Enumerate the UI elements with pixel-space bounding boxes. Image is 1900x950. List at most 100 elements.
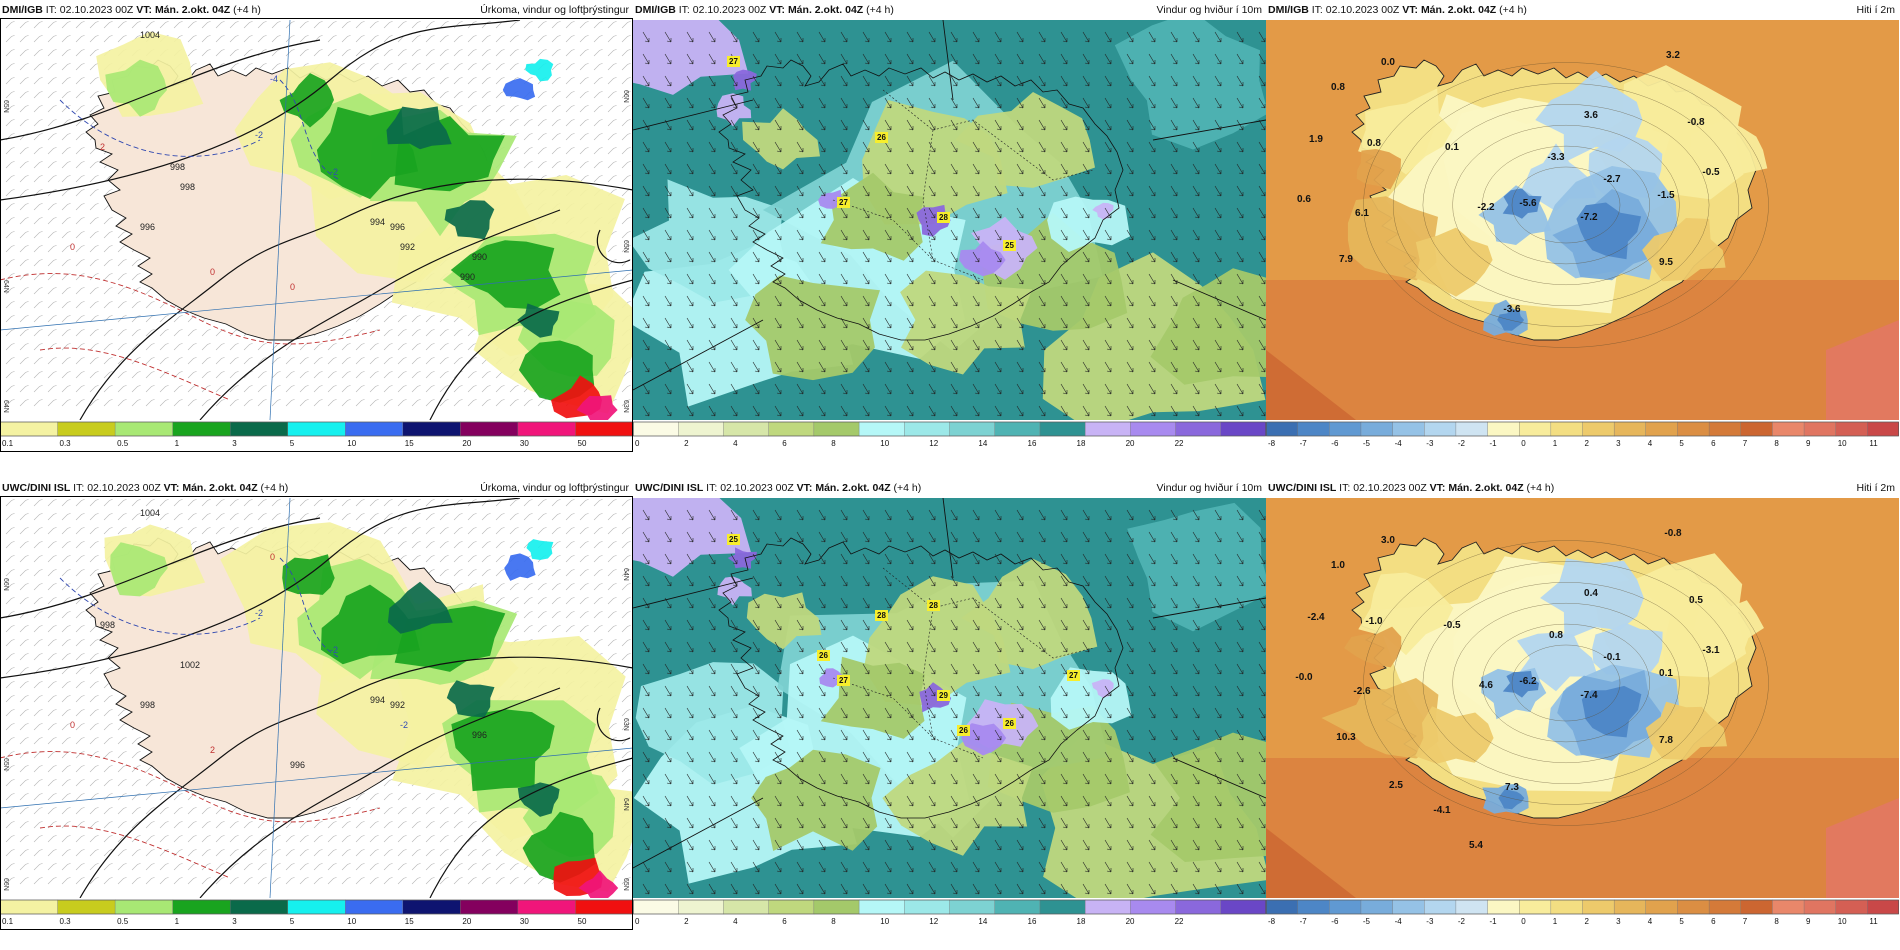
isobar-label: 998 bbox=[100, 620, 115, 630]
legend-swatch bbox=[1130, 899, 1177, 915]
it-label: IT: bbox=[1339, 482, 1351, 494]
model-name: UWC/DINI ISL bbox=[635, 482, 704, 494]
field-blob bbox=[444, 200, 495, 240]
field-blob bbox=[1540, 558, 1644, 641]
map-canvas: 25 28 27 29 26 28 26 27 26 bbox=[633, 498, 1266, 898]
temperature-label: 1.9 bbox=[1309, 134, 1323, 145]
panel-title: Vindur og hviður í 10m bbox=[1156, 4, 1262, 16]
isobar-label: 996 bbox=[472, 730, 487, 740]
temperature-label: 0.8 bbox=[1549, 630, 1563, 641]
legend-tick-label: 2 bbox=[1585, 917, 1590, 926]
gust-marker bbox=[837, 675, 850, 686]
legend-swatch bbox=[633, 421, 679, 437]
legend-tick-label: 20 bbox=[1126, 439, 1135, 448]
field-blob bbox=[502, 78, 536, 101]
legend-swatch bbox=[813, 421, 860, 437]
legend-tick-label: 0 bbox=[635, 917, 640, 926]
gust-marker bbox=[957, 725, 970, 736]
legend-tick-label: 22 bbox=[1175, 917, 1184, 926]
field-blob bbox=[1092, 202, 1114, 220]
legend-tick-label: 6 bbox=[782, 439, 787, 448]
isobar-label: 0 bbox=[70, 242, 75, 252]
legend-tick-label: 10 bbox=[880, 439, 889, 448]
isobar-label: -2 bbox=[330, 645, 338, 655]
gust-marker bbox=[937, 212, 950, 223]
legend-swatch bbox=[768, 421, 815, 437]
legend-swatch bbox=[1487, 899, 1520, 915]
legend-swatch bbox=[1708, 899, 1742, 915]
legend-tick-label: 14 bbox=[978, 439, 987, 448]
it-label: IT: bbox=[73, 482, 85, 494]
isobar-label: 992 bbox=[400, 242, 415, 252]
legend-swatch bbox=[1455, 899, 1489, 915]
legend-tick-label: 20 bbox=[462, 917, 471, 926]
lead-time: (+4 h) bbox=[1526, 482, 1555, 494]
legend-swatch bbox=[1220, 421, 1266, 437]
map-canvas: 0.0 3.2 0.8 3.6 -0.8 1.9 0.8 0.1 -3.3 -2.7 -0.5 0.6… bbox=[1266, 20, 1899, 420]
legend-tick-label: -3 bbox=[1426, 439, 1434, 448]
legend-tick-label: -8 bbox=[1268, 439, 1276, 448]
legend-swatch bbox=[229, 421, 289, 437]
field-blob bbox=[742, 108, 820, 170]
gust-label: 29 bbox=[939, 691, 948, 700]
legend-swatch bbox=[1360, 899, 1394, 915]
legend-tick-label: 6 bbox=[1711, 439, 1716, 448]
latitude-label: 66N bbox=[2, 878, 9, 891]
legend-swatch bbox=[1039, 421, 1086, 437]
latitude-label: 66N bbox=[2, 578, 9, 591]
legend-swatch bbox=[1740, 899, 1774, 915]
legend-swatch bbox=[287, 421, 346, 437]
isobar-label: 998 bbox=[170, 162, 185, 172]
lead-time: (+4 h) bbox=[260, 482, 289, 494]
parallel bbox=[0, 747, 633, 809]
legend-swatch bbox=[517, 421, 577, 437]
legend-tick-label: 3 bbox=[1616, 917, 1621, 926]
legend-swatch bbox=[1455, 421, 1489, 437]
gust-label: 28 bbox=[877, 611, 886, 620]
legend-swatch bbox=[768, 899, 815, 915]
isobar-label: 996 bbox=[390, 222, 405, 232]
isobar-label: -2 bbox=[330, 167, 338, 177]
legend-swatch bbox=[1392, 899, 1425, 915]
legend-swatch bbox=[575, 421, 633, 437]
ocean-se bbox=[1826, 798, 1899, 898]
legend-tick-label: 50 bbox=[578, 917, 587, 926]
legend-swatch bbox=[402, 899, 462, 915]
panel-uwc-precip: UWC/DINI ISL IT: 02.10.2023 00Z VT: Mán.… bbox=[0, 478, 633, 930]
field-blob bbox=[1127, 502, 1266, 632]
temperature-label: -0.5 bbox=[1702, 167, 1720, 178]
legend-swatch bbox=[1772, 421, 1805, 437]
wind-field bbox=[633, 498, 1266, 898]
legend-tick-label: 14 bbox=[978, 917, 987, 926]
legend-tick-label: 2 bbox=[1585, 439, 1590, 448]
isobar-label: 1004 bbox=[140, 508, 160, 518]
gust-label: 27 bbox=[729, 57, 738, 66]
temperature-label: -1.5 bbox=[1657, 190, 1675, 201]
gust-label: 26 bbox=[819, 651, 828, 660]
init-time: 02.10.2023 00Z bbox=[1353, 482, 1427, 494]
legend-swatch bbox=[57, 899, 116, 915]
field-blob bbox=[1576, 202, 1642, 260]
field-blob bbox=[526, 539, 554, 560]
field-blob bbox=[525, 58, 554, 82]
lead-time: (+4 h) bbox=[1499, 4, 1527, 16]
legend-swatch bbox=[114, 421, 174, 437]
temperature-label: 7.8 bbox=[1659, 735, 1673, 746]
field-blob bbox=[1645, 701, 1727, 760]
temperature-label: 7.3 bbox=[1505, 782, 1519, 793]
isobar-label: 998 bbox=[180, 182, 195, 192]
legend-tick-label: 5 bbox=[290, 439, 295, 448]
temperature-label: 0.8 bbox=[1331, 82, 1345, 93]
legend-tick-label: 0.5 bbox=[117, 917, 129, 926]
legend-tick-label: 1 bbox=[1553, 439, 1558, 448]
panel-dmi-temp: DMI/IGB IT: 02.10.2023 00Z VT: Mán. 2.ok… bbox=[1266, 0, 1899, 452]
temperature-label: -2.4 bbox=[1307, 612, 1325, 623]
it-label: IT: bbox=[1311, 4, 1323, 16]
lead-time: (+4 h) bbox=[233, 4, 261, 16]
isobar-label: 1002 bbox=[180, 660, 200, 670]
legend-swatch bbox=[0, 899, 59, 915]
gust-marker bbox=[727, 56, 740, 67]
legend-tick-label: 3 bbox=[232, 917, 237, 926]
init-time: 02.10.2023 00Z bbox=[692, 4, 767, 16]
legend-frame bbox=[633, 421, 1266, 437]
